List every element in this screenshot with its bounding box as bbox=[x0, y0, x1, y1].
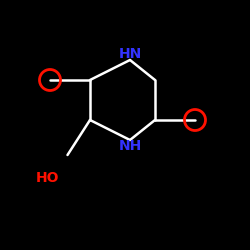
Text: HO: HO bbox=[36, 170, 59, 184]
Text: HN: HN bbox=[118, 47, 142, 61]
Text: NH: NH bbox=[118, 139, 142, 153]
